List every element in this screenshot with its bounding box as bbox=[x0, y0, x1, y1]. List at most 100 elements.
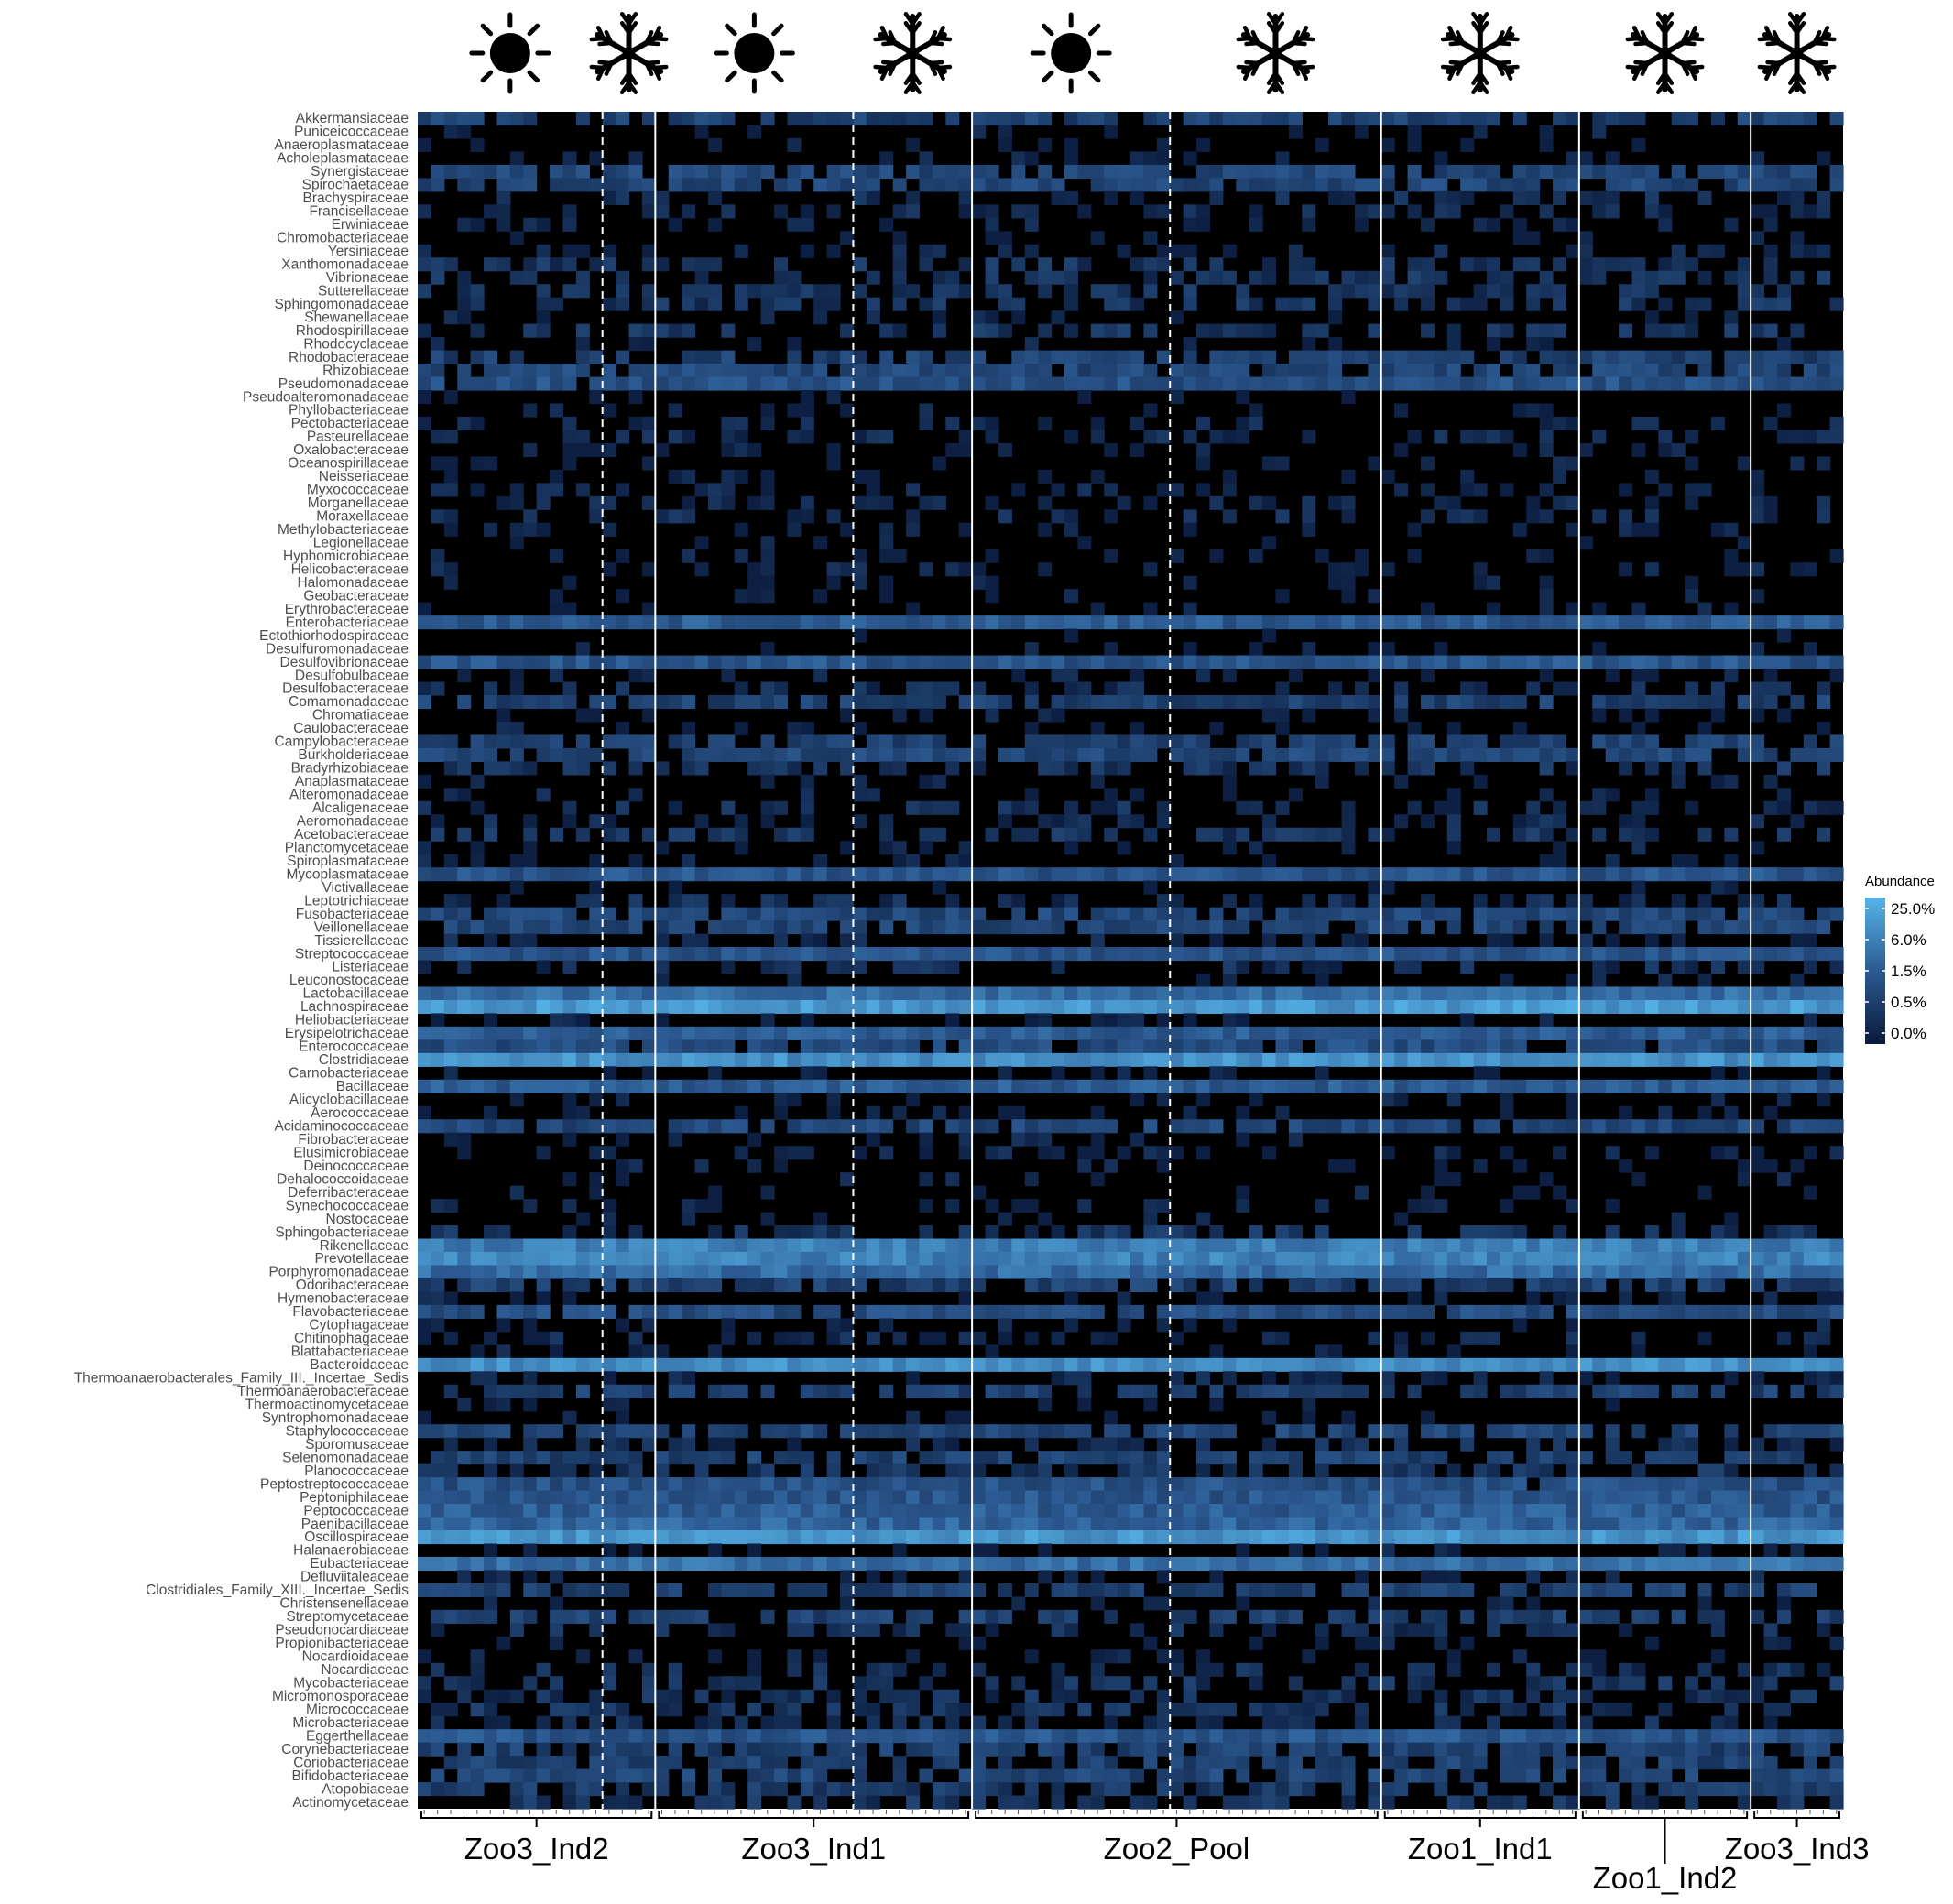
heatmap-cell bbox=[443, 1039, 458, 1054]
heatmap-cell bbox=[536, 1026, 551, 1040]
heatmap-cell bbox=[1829, 1052, 1844, 1067]
heatmap-cell bbox=[1578, 270, 1593, 285]
heatmap-cell bbox=[932, 244, 946, 258]
heatmap-cell bbox=[1420, 894, 1435, 908]
heatmap-cell bbox=[721, 1318, 736, 1333]
heatmap-cell bbox=[1156, 734, 1171, 749]
heatmap-cell bbox=[760, 164, 775, 179]
heatmap-cell bbox=[562, 986, 577, 1001]
heatmap-cell bbox=[813, 1079, 828, 1093]
heatmap-cell bbox=[484, 204, 498, 219]
heatmap-cell bbox=[655, 1357, 670, 1372]
heatmap-cell bbox=[1420, 1357, 1435, 1372]
heatmap-cell bbox=[1697, 164, 1712, 179]
snowflake-branch bbox=[595, 65, 606, 81]
heatmap-cell bbox=[1539, 602, 1554, 616]
heatmap-cell bbox=[1209, 1357, 1224, 1372]
heatmap-cell bbox=[1380, 1371, 1395, 1386]
heatmap-cell bbox=[1038, 761, 1053, 776]
heatmap-cell bbox=[418, 907, 432, 921]
heatmap-cell bbox=[589, 1424, 604, 1439]
heatmap-cell bbox=[1553, 854, 1567, 868]
heatmap-cell bbox=[1275, 907, 1290, 921]
heatmap-cell bbox=[641, 827, 656, 842]
heatmap-cell bbox=[1619, 1304, 1633, 1319]
heatmap-cell bbox=[1262, 1437, 1277, 1452]
heatmap-cell bbox=[668, 364, 682, 378]
heatmap-cell bbox=[747, 947, 762, 962]
heatmap-cell bbox=[1539, 1079, 1554, 1093]
heatmap-cell bbox=[1737, 536, 1751, 550]
heatmap-cell bbox=[760, 1304, 775, 1319]
heatmap-cell bbox=[1341, 350, 1356, 364]
heatmap-cell bbox=[1803, 1424, 1817, 1439]
heatmap-cell bbox=[1724, 1079, 1739, 1093]
heatmap-cell bbox=[1553, 734, 1567, 749]
heatmap-cell bbox=[1394, 681, 1409, 696]
heatmap-cell bbox=[1038, 986, 1053, 1001]
heatmap-cell bbox=[734, 841, 748, 855]
heatmap-cell bbox=[1222, 323, 1237, 338]
heatmap-cell bbox=[1209, 694, 1224, 710]
heatmap-cell bbox=[1776, 615, 1791, 630]
heatmap-cell bbox=[919, 1132, 933, 1147]
heatmap-cell bbox=[892, 376, 907, 391]
heatmap-cell bbox=[1500, 284, 1514, 299]
heatmap-cell bbox=[641, 284, 656, 299]
heatmap-cell bbox=[470, 800, 485, 815]
heatmap-cell bbox=[1763, 747, 1778, 762]
heatmap-cell bbox=[945, 1052, 960, 1067]
heatmap-cell bbox=[1776, 1304, 1791, 1319]
heatmap-cell bbox=[1143, 284, 1158, 299]
heatmap-cell bbox=[760, 999, 775, 1015]
heatmap-cell bbox=[1776, 190, 1791, 205]
heatmap-cell bbox=[1817, 1424, 1831, 1439]
heatmap-cell bbox=[443, 469, 458, 484]
heatmap-cell bbox=[1170, 549, 1184, 563]
heatmap-cell bbox=[853, 257, 867, 272]
heatmap-cell bbox=[1407, 125, 1422, 139]
heatmap-cell bbox=[1751, 323, 1765, 338]
heatmap-cell bbox=[800, 1052, 814, 1067]
heatmap-cell bbox=[840, 747, 855, 762]
heatmap-cell bbox=[1658, 1119, 1673, 1134]
heatmap-cell bbox=[932, 297, 946, 311]
heatmap-cell bbox=[1117, 694, 1131, 710]
heatmap-cell bbox=[641, 297, 656, 311]
heatmap-cell bbox=[774, 920, 789, 935]
heatmap-cell bbox=[418, 747, 432, 762]
heatmap-cell bbox=[1631, 694, 1646, 710]
heatmap-cell bbox=[1671, 960, 1686, 974]
heatmap-cell bbox=[1302, 907, 1316, 921]
heatmap-cell bbox=[1156, 430, 1171, 444]
heatmap-cell bbox=[1170, 655, 1184, 669]
heatmap-cell bbox=[1143, 257, 1158, 272]
heatmap-cell bbox=[418, 1304, 432, 1319]
heatmap-cell bbox=[1751, 376, 1765, 391]
heatmap-cell bbox=[1592, 125, 1607, 139]
heatmap-cell bbox=[562, 364, 577, 378]
heatmap-cell bbox=[879, 1357, 894, 1372]
heatmap-cell bbox=[1130, 1093, 1145, 1107]
snowflake-branch bbox=[1503, 26, 1513, 41]
heatmap-cell bbox=[1658, 178, 1673, 192]
heatmap-cell bbox=[1368, 112, 1382, 126]
heatmap-cell bbox=[1751, 509, 1765, 524]
heatmap-cell bbox=[1288, 1052, 1303, 1067]
heatmap-cell bbox=[945, 655, 960, 669]
heatmap-cell bbox=[1539, 1371, 1554, 1386]
heatmap-cell bbox=[1512, 376, 1527, 391]
heatmap-cell bbox=[496, 257, 511, 272]
heatmap-cell bbox=[1315, 1304, 1329, 1319]
heatmap-cell bbox=[1236, 947, 1250, 962]
heatmap-cell bbox=[1434, 1371, 1448, 1386]
heatmap-cell bbox=[1090, 1331, 1105, 1345]
heatmap-cell bbox=[694, 933, 709, 948]
heatmap-cell bbox=[1644, 1079, 1659, 1093]
heatmap-cell bbox=[1487, 1079, 1501, 1093]
heatmap-cell bbox=[1249, 1357, 1263, 1372]
heatmap-cell bbox=[523, 1052, 538, 1067]
heatmap-cell bbox=[431, 1013, 445, 1028]
heatmap-cell bbox=[418, 774, 432, 789]
heatmap-cell bbox=[509, 1119, 524, 1134]
